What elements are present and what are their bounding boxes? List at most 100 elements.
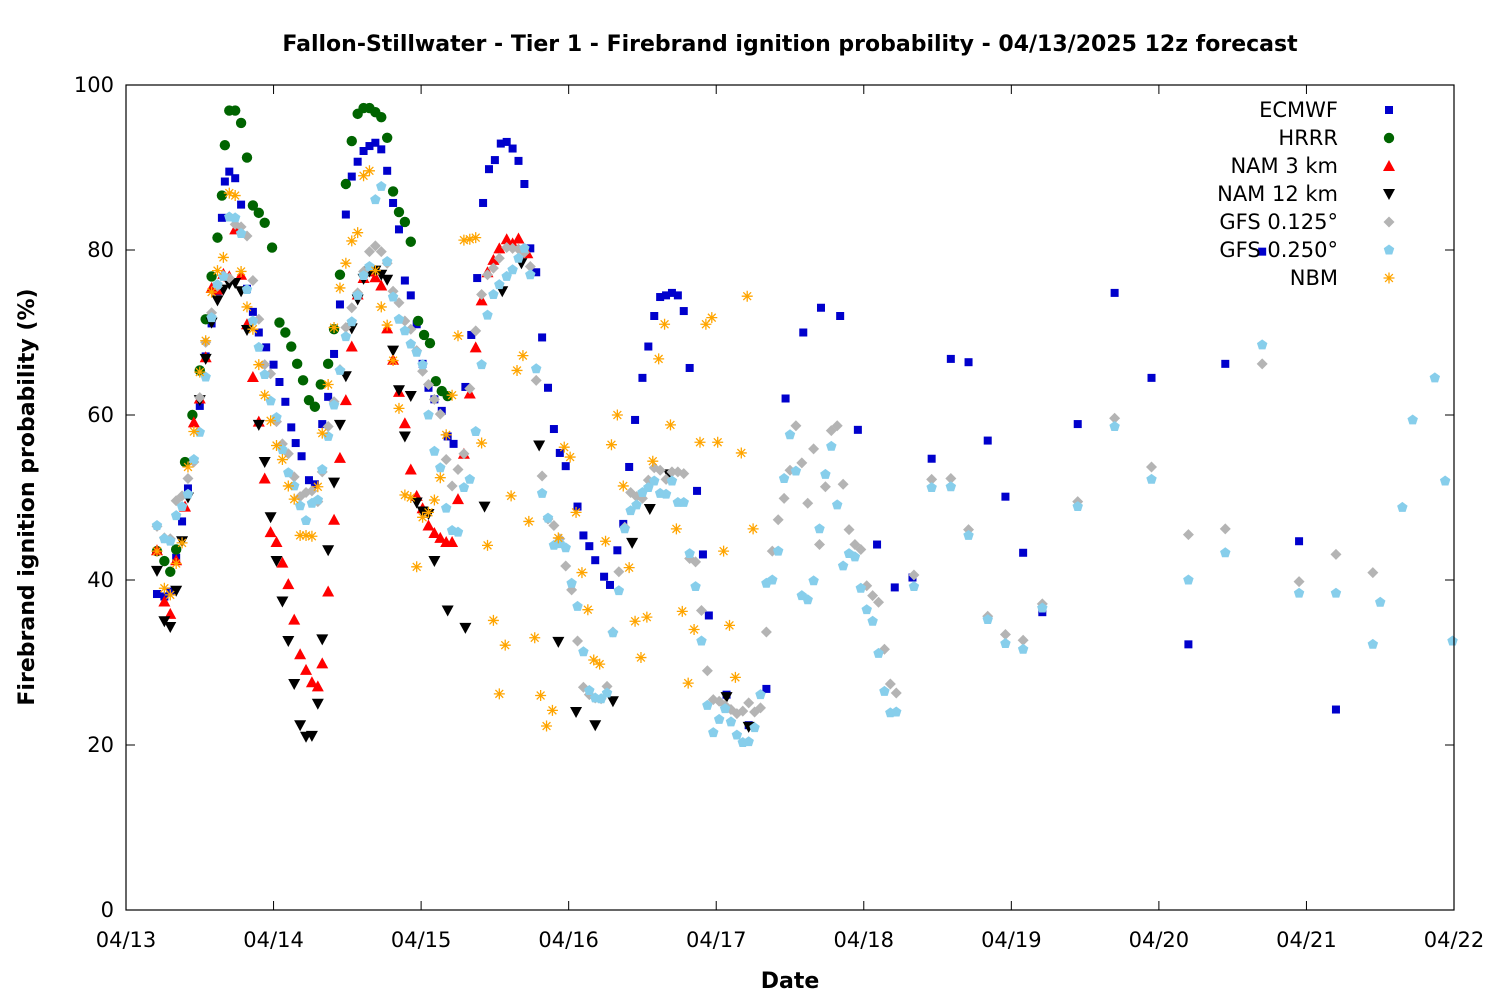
- data-point: [212, 279, 223, 290]
- data-point: [399, 216, 411, 228]
- data-point: [288, 613, 301, 625]
- data-point: [708, 727, 719, 738]
- data-point: [843, 524, 855, 536]
- legend-marker: [1385, 106, 1393, 114]
- data-point: [1037, 602, 1048, 613]
- data-point: [513, 252, 524, 263]
- data-point: [879, 685, 890, 696]
- data-point: [158, 616, 171, 628]
- data-point: [470, 232, 482, 244]
- data-point: [476, 289, 488, 301]
- data-point: [422, 506, 434, 518]
- legend-marker: [1383, 160, 1395, 171]
- data-point: [826, 440, 837, 451]
- data-point: [194, 392, 206, 404]
- data-point: [1374, 596, 1386, 607]
- data-point: [731, 729, 743, 740]
- data-point: [611, 409, 623, 421]
- data-point: [434, 531, 447, 543]
- data-point: [650, 312, 659, 320]
- data-point: [435, 462, 446, 473]
- data-point: [891, 706, 902, 717]
- x-tick-label: 04/16: [538, 928, 599, 952]
- data-point: [1221, 359, 1230, 368]
- data-point: [387, 345, 400, 357]
- data-point: [561, 462, 570, 471]
- data-point: [328, 322, 340, 334]
- data-point: [282, 480, 294, 492]
- data-point: [808, 575, 819, 586]
- legend-label: GFS 0.250°: [1219, 238, 1338, 262]
- data-point: [659, 318, 671, 330]
- data-point: [1397, 501, 1408, 512]
- data-point: [170, 510, 182, 521]
- data-point: [589, 720, 602, 732]
- data-point: [784, 429, 796, 440]
- data-point: [644, 342, 653, 351]
- data-point: [150, 565, 163, 577]
- data-point: [375, 279, 388, 291]
- data-point: [701, 665, 713, 677]
- data-point: [311, 698, 324, 710]
- data-point: [294, 720, 307, 732]
- data-point: [340, 331, 352, 342]
- legend-label: NAM 12 km: [1217, 182, 1338, 206]
- data-point: [176, 537, 188, 549]
- data-point: [576, 567, 588, 579]
- data-point: [231, 174, 240, 183]
- data-point: [536, 487, 548, 498]
- data-point: [339, 394, 352, 406]
- data-point: [666, 475, 678, 486]
- data-point: [316, 634, 329, 646]
- data-point: [706, 312, 718, 324]
- data-point: [549, 425, 558, 434]
- data-point: [512, 232, 525, 244]
- data-point: [467, 330, 476, 339]
- data-point: [558, 441, 570, 453]
- data-point: [200, 335, 212, 347]
- data-point: [312, 494, 324, 505]
- data-point: [552, 636, 565, 648]
- data-point: [311, 680, 324, 692]
- y-tick-label: 60: [87, 403, 114, 427]
- data-point: [418, 329, 430, 341]
- data-point: [712, 436, 724, 448]
- data-point: [405, 338, 417, 349]
- data-point: [470, 325, 482, 337]
- data-point: [300, 529, 312, 541]
- data-point: [552, 532, 564, 544]
- data-point: [623, 562, 635, 574]
- data-point: [334, 364, 346, 375]
- data-point: [446, 536, 459, 548]
- data-point: [241, 301, 253, 313]
- data-point: [1073, 420, 1082, 429]
- data-point: [478, 501, 491, 513]
- data-point: [487, 614, 499, 626]
- data-point: [619, 523, 630, 534]
- data-point: [535, 690, 547, 701]
- x-tick-label: 04/17: [686, 928, 747, 952]
- data-point: [441, 605, 454, 617]
- data-point: [1109, 421, 1120, 431]
- data-point: [496, 139, 505, 148]
- data-point: [754, 702, 766, 714]
- data-point: [264, 512, 277, 524]
- data-point: [428, 393, 440, 405]
- data-point: [328, 477, 341, 489]
- data-point: [305, 676, 318, 688]
- data-point: [248, 307, 257, 316]
- data-point: [982, 614, 993, 625]
- data-point: [237, 200, 246, 209]
- data-point: [487, 262, 499, 274]
- data-point: [282, 636, 295, 648]
- data-point: [796, 457, 808, 469]
- data-point: [855, 543, 867, 555]
- data-point: [151, 545, 163, 557]
- data-point: [304, 476, 313, 485]
- data-point: [1330, 587, 1342, 598]
- data-point: [258, 472, 271, 484]
- data-point: [737, 705, 749, 717]
- data-point: [1147, 373, 1156, 382]
